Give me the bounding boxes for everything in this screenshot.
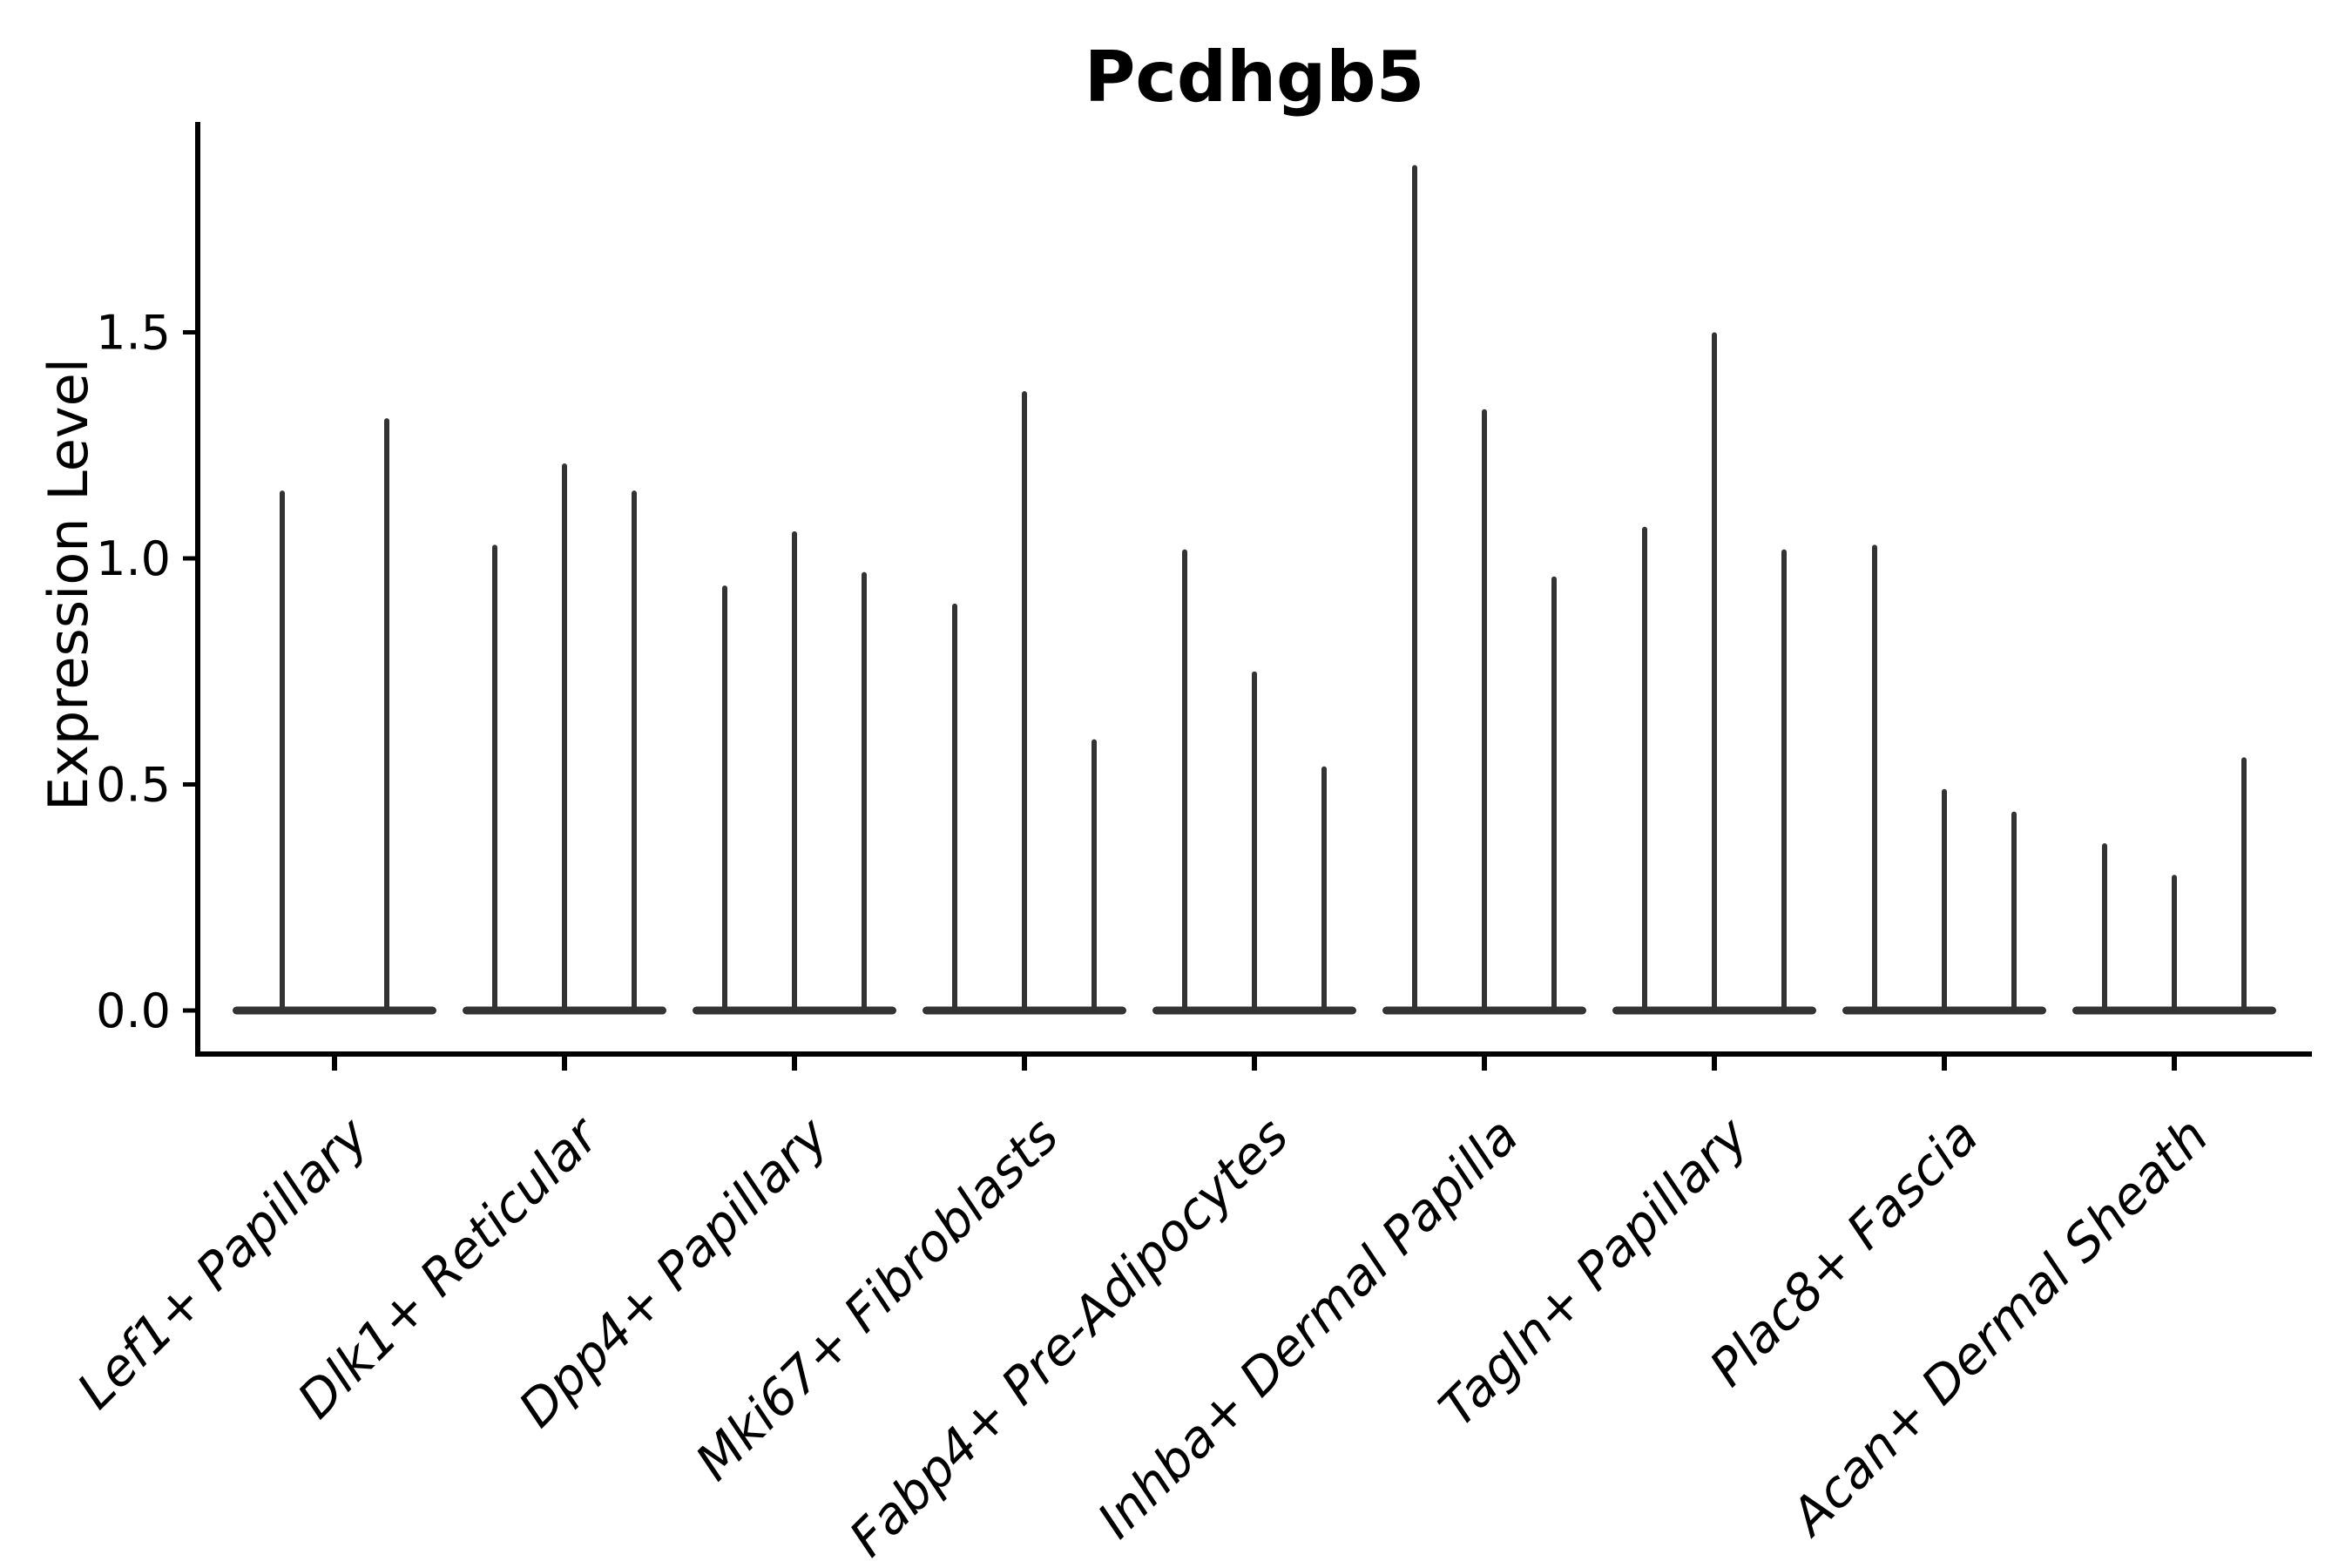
x-tick-label: Acan+ Dermal Sheath bbox=[1777, 1106, 2220, 1549]
violin-spike bbox=[1712, 332, 1717, 1014]
violin-spike bbox=[1321, 766, 1327, 1014]
x-axis-ticks bbox=[332, 1057, 2177, 1071]
violin-spike bbox=[632, 490, 637, 1014]
violin-spike bbox=[2172, 875, 2177, 1014]
violin-spike bbox=[1182, 549, 1187, 1014]
violin-spike bbox=[1412, 165, 1417, 1015]
x-tick-mark bbox=[1712, 1057, 1717, 1071]
x-tick-mark bbox=[1252, 1057, 1257, 1071]
y-tick-label: 0.0 bbox=[96, 983, 171, 1038]
violins bbox=[233, 165, 2276, 1015]
left-axis-spine bbox=[195, 122, 200, 1057]
violin-spike bbox=[722, 585, 727, 1014]
violin-spike bbox=[1092, 739, 1097, 1014]
violin-spike bbox=[1482, 409, 1487, 1015]
violin-spike bbox=[952, 603, 957, 1014]
y-tick-mark bbox=[183, 330, 195, 335]
violin-spike bbox=[1551, 576, 1557, 1014]
x-tick-mark bbox=[1022, 1057, 1027, 1071]
y-tick-label: 1.0 bbox=[96, 531, 171, 586]
violin-spike bbox=[792, 531, 797, 1014]
x-tick-mark bbox=[1942, 1057, 1947, 1071]
x-tick-mark bbox=[562, 1057, 567, 1071]
y-axis-ticks: 0.0 0.5 1.0 1.5 bbox=[96, 306, 195, 1038]
violin-spike bbox=[492, 544, 497, 1014]
y-tick-mark bbox=[183, 782, 195, 787]
y-tick-mark bbox=[183, 1008, 195, 1013]
violin-spike bbox=[2241, 757, 2247, 1014]
x-tick-label: Inhba+ Dermal Papilla bbox=[1086, 1106, 1530, 1550]
violin-spike bbox=[562, 463, 567, 1014]
violin-spike bbox=[384, 418, 389, 1014]
y-axis-label: Expression Level bbox=[37, 358, 100, 811]
violin-spike bbox=[1872, 544, 1877, 1014]
violin-spike bbox=[1642, 526, 1647, 1014]
chart-title: Pcdhgb5 bbox=[1085, 37, 1424, 118]
y-tick-label: 1.5 bbox=[96, 306, 171, 361]
bottom-axis-spine bbox=[195, 1051, 2312, 1057]
y-tick-mark bbox=[183, 556, 195, 561]
x-tick-label: Fabp4+ Pre-Adipocytes bbox=[838, 1106, 1300, 1568]
violin-spike bbox=[1942, 788, 1947, 1014]
violin-spike bbox=[1252, 671, 1257, 1014]
violin-base bbox=[233, 1006, 436, 1015]
x-tick-mark bbox=[332, 1057, 337, 1071]
x-tick-mark bbox=[2172, 1057, 2177, 1071]
x-tick-mark bbox=[1482, 1057, 1487, 1071]
violin-spike bbox=[1022, 390, 1027, 1015]
y-tick-label: 0.5 bbox=[96, 758, 171, 813]
violin-spike bbox=[1781, 549, 1787, 1014]
violin-spike bbox=[2102, 842, 2107, 1014]
violin-spike bbox=[280, 490, 285, 1014]
x-tick-mark bbox=[792, 1057, 797, 1071]
violin-spike bbox=[2011, 811, 2017, 1014]
violin-spike bbox=[862, 571, 867, 1014]
